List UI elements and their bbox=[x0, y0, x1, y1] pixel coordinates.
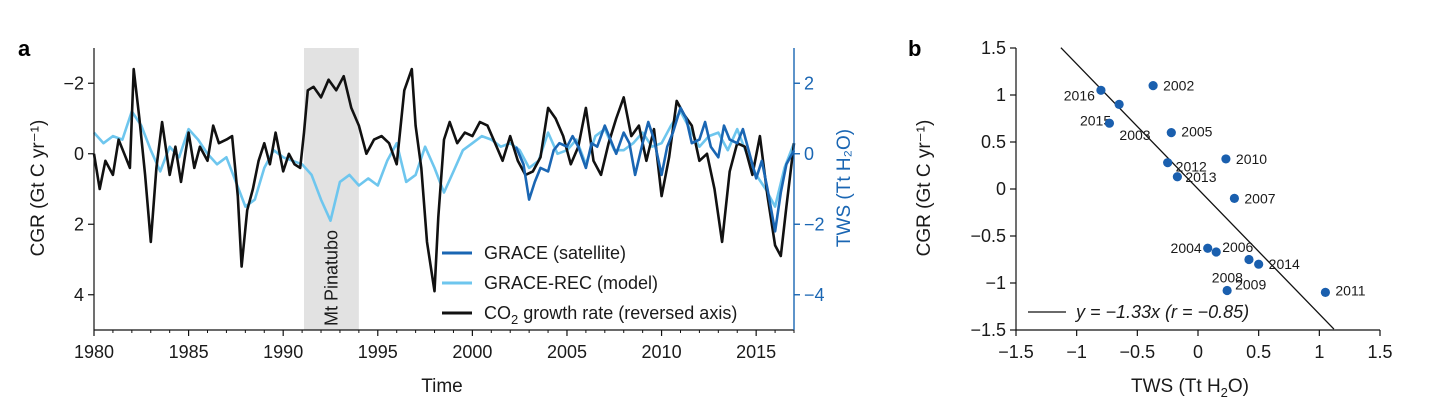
panel-b-y-tick-label: 1 bbox=[996, 85, 1006, 105]
scatter-point-2005 bbox=[1166, 128, 1176, 138]
panel-a-legend: GRACE (satellite) GRACE-REC (model) CO2 … bbox=[442, 243, 737, 327]
scatter-point-2012 bbox=[1163, 158, 1173, 168]
fit-line bbox=[1060, 47, 1335, 330]
scatter-point-2016 bbox=[1096, 85, 1106, 95]
scatter-point-2015 bbox=[1114, 99, 1124, 109]
panel-b-axes: −1.5 −1 −0.5 0 0.5 1 1.5 1.5 1 0.5 0 −0.5 −1 −1.5 bbox=[970, 38, 1392, 362]
panel-a-left-axis-title: CGR (Gt C yr⁻¹) bbox=[28, 120, 49, 257]
panel-b-fit bbox=[1060, 47, 1335, 330]
panel-b-x-tick-label: 1.5 bbox=[1367, 342, 1392, 362]
scatter-point-2003 bbox=[1104, 118, 1115, 128]
scatter-point-2006 bbox=[1211, 247, 1221, 257]
panel-b-x-tick-label: −1.5 bbox=[998, 342, 1034, 362]
fit-legend-text: y = −1.33x (r = −0.85) bbox=[1074, 302, 1249, 322]
panel-b-x-tick-label: 1 bbox=[1314, 342, 1324, 362]
panel-a-x-tick-label: 2005 bbox=[547, 342, 587, 362]
scatter-point-label-2010: 2010 bbox=[1236, 151, 1267, 167]
panel-a-right-tick-label: −2 bbox=[804, 214, 825, 234]
legend-grace-label: GRACE (satellite) bbox=[484, 243, 626, 263]
legend-cgr-label: CO2 growth rate (reversed axis) bbox=[484, 303, 737, 327]
scatter-point-2009 bbox=[1222, 285, 1232, 296]
panel-b-x-tick-label: −1 bbox=[1066, 342, 1087, 362]
scatter-point-label-2015: 2015 bbox=[1080, 112, 1111, 128]
panel-b-y-tick-label: 1.5 bbox=[981, 38, 1006, 58]
panel-a-x-tick-label: 1990 bbox=[263, 342, 303, 362]
panel-a-x-tick-label: 2015 bbox=[736, 342, 776, 362]
panel-b-x-axis-title: TWS (Tt H2O) bbox=[1131, 376, 1249, 400]
scatter-point-label-2002: 2002 bbox=[1163, 78, 1194, 94]
scatter-point-label-2012: 2012 bbox=[1176, 159, 1207, 175]
scatter-point-label-2014: 2014 bbox=[1269, 256, 1300, 272]
panel-a-x-tick-label: 2000 bbox=[452, 342, 492, 362]
panel-b-label: b bbox=[908, 36, 921, 61]
panel-a-label: a bbox=[18, 36, 31, 61]
scatter-point-2013 bbox=[1172, 172, 1182, 182]
legend-grace-rec-label: GRACE-REC (model) bbox=[484, 273, 658, 293]
scatter-point-2014 bbox=[1254, 259, 1264, 269]
panel-a-x-tick-label: 1980 bbox=[74, 342, 114, 362]
scatter-point-label-2013: 2013 bbox=[1185, 169, 1216, 185]
scatter-point-label-2011: 2011 bbox=[1335, 282, 1365, 298]
panel-a-left-tick-label: −2 bbox=[63, 73, 84, 93]
panel-a-right-tick-label: 0 bbox=[804, 144, 814, 164]
scatter-point-label-2005: 2005 bbox=[1181, 124, 1212, 140]
scatter-point-2008 bbox=[1244, 254, 1254, 265]
cgr-line bbox=[92, 67, 796, 293]
scatter-point-2004 bbox=[1203, 243, 1213, 253]
scatter-point-2002 bbox=[1148, 81, 1158, 91]
scatter-point-label-2004: 2004 bbox=[1171, 240, 1202, 256]
grace-line bbox=[514, 106, 796, 233]
scatter-point-label-2007: 2007 bbox=[1244, 190, 1275, 206]
panel-a-right-tick-label: −4 bbox=[804, 285, 825, 305]
panel-a-x-tick-label: 1995 bbox=[358, 342, 398, 362]
panel-b-y-tick-label: −1 bbox=[985, 273, 1006, 293]
panel-a-left-tick-label: 0 bbox=[74, 144, 84, 164]
panel-b-y-axis-title: CGR (Gt C yr⁻¹) bbox=[914, 120, 935, 257]
panel-a-right-tick-label: 2 bbox=[804, 73, 814, 93]
panel-a-left-tick-label: 4 bbox=[74, 285, 84, 305]
panel-a-x-axis-title: Time bbox=[421, 376, 463, 397]
panel-b-y-tick-label: 0 bbox=[996, 179, 1006, 199]
scatter-point-label-2016: 2016 bbox=[1064, 87, 1095, 103]
scatter-point-2007 bbox=[1229, 193, 1239, 203]
pinatubo-label: Mt Pinatubo bbox=[321, 230, 341, 326]
panel-b-y-tick-label: 0.5 bbox=[981, 132, 1006, 152]
panel-a-left-tick-label: 2 bbox=[74, 214, 84, 234]
scatter-point-label-2003: 2003 bbox=[1119, 127, 1150, 143]
panel-b-x-tick-label: −0.5 bbox=[1120, 342, 1156, 362]
panel-a-series bbox=[92, 67, 796, 293]
panel-b: b −1.5 −1 −0.5 0 0.5 1 1.5 1.5 1 0.5 0 −0.5 −1 −1.5 2… bbox=[908, 36, 1393, 400]
panel-a-axes: 1980 1985 1990 1995 2000 2005 2010 2015 −2 0 2 4 2 0 −… bbox=[63, 48, 825, 362]
panel-a-right-axis-title: TWS (Tt H₂O) bbox=[834, 129, 855, 247]
scatter-point-label-2008: 2008 bbox=[1212, 270, 1243, 286]
pinatubo-shade bbox=[304, 48, 359, 330]
panel-a-x-tick-label: 2010 bbox=[642, 342, 682, 362]
panel-b-x-tick-label: 0 bbox=[1193, 342, 1203, 362]
panel-a: a Mt Pinatubo 1980 1985 1990 1995 2000 2005 20… bbox=[18, 36, 855, 397]
panel-b-y-tick-label: −1.5 bbox=[970, 320, 1006, 340]
panel-b-x-tick-label: 0.5 bbox=[1246, 342, 1271, 362]
scatter-point-label-2006: 2006 bbox=[1222, 239, 1253, 255]
scatter-point-label-2009: 2009 bbox=[1235, 277, 1266, 293]
scatter-point-2011 bbox=[1320, 287, 1330, 297]
scatter-point-2010 bbox=[1221, 154, 1231, 164]
panel-a-x-tick-label: 1985 bbox=[169, 342, 209, 362]
panel-b-y-tick-label: −0.5 bbox=[970, 226, 1006, 246]
